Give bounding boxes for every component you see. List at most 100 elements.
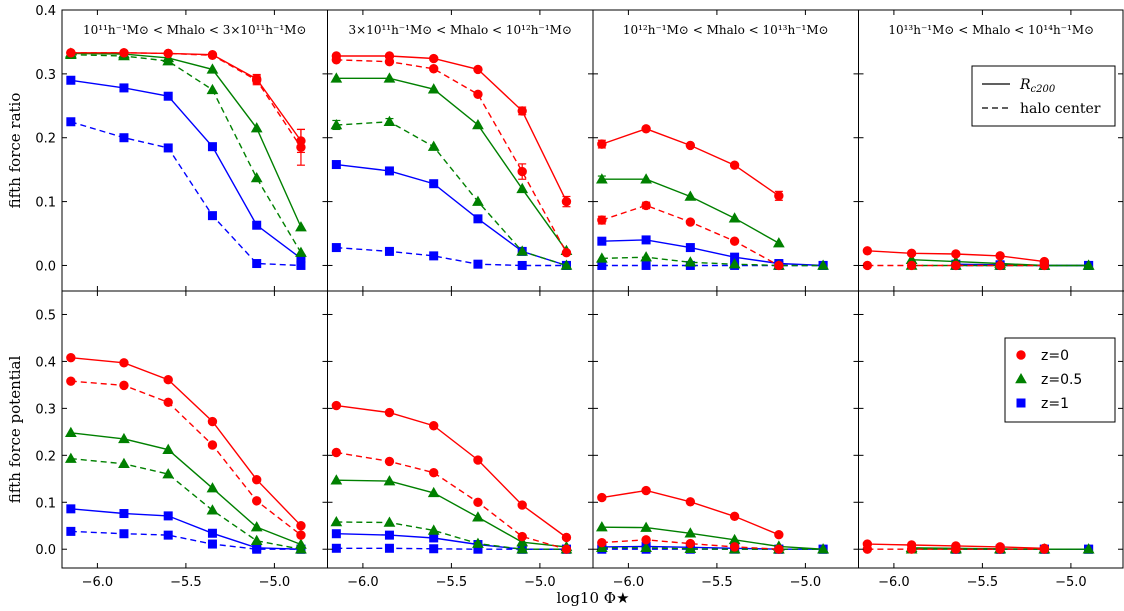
series-z0-solid [66,48,306,154]
legend-marker-label: z=1 [1041,396,1069,412]
data-point [595,252,608,263]
series-z1-dashed [66,117,306,270]
data-point [331,243,341,253]
data-point [383,516,396,527]
data-point [296,530,306,540]
y-tick-label: 0.2 [35,132,56,147]
data-point [995,251,1005,261]
legend-layer: Rc200 halo center z=0 z=0.5 z=1 [971,65,1116,423]
legend-redshift: z=0 z=0.5 z=1 [1004,337,1116,423]
data-point [595,521,608,532]
data-point [995,544,1005,554]
data-point [384,530,394,540]
data-point [640,173,652,184]
panel-0-0 [64,47,307,270]
data-point [331,529,341,539]
x-tick-label: −6.0 [347,575,379,590]
data-point [429,544,439,554]
data-point [207,440,218,450]
data-point [118,457,130,469]
data-point [207,211,217,221]
data-point [1016,398,1026,408]
series-z05-solid [595,173,785,248]
data-point [516,182,529,194]
series-z05-solid [64,426,307,549]
series-z0-dashed [331,447,572,554]
series-z0-solid [331,51,572,208]
panels-layer [64,47,1095,554]
panel-title: 10¹¹h⁻¹M⊙ < Mhalo < 3×10¹¹h⁻¹M⊙ [83,23,307,37]
panel-0-3 [862,246,1095,271]
y-tick-label: 0.4 [35,355,56,370]
legend-line-label: Rc200 [1019,77,1056,95]
series-z05-solid [64,47,307,232]
data-point [1015,372,1027,384]
series-z0-dashed [862,544,1050,554]
data-point [516,245,529,256]
series-line [601,239,824,267]
data-point [516,543,529,554]
panel-title: 10¹²h⁻¹M⊙ < Mhalo < 10¹³h⁻¹M⊙ [623,23,829,37]
data-point [817,543,829,554]
series-line [70,508,302,550]
data-point [641,124,651,134]
data-point [119,133,129,143]
data-point [207,142,217,152]
series-z0-dashed [597,200,784,271]
data-point [206,504,219,515]
data-point [207,416,218,427]
x-tick-label: −6.0 [613,575,645,590]
data-point [951,249,961,259]
data-point [295,543,307,554]
data-point [728,258,741,269]
data-point [772,237,785,248]
series-z1-solid [66,75,306,263]
series-z05-dashed [64,48,307,257]
series-z0-solid [66,352,306,531]
data-point [561,544,572,554]
series-line [70,79,302,259]
data-point [862,246,873,256]
data-point [429,467,439,478]
data-point [384,166,394,176]
data-point [597,537,607,548]
data-point [684,527,697,538]
data-point [429,64,439,74]
data-point [330,118,343,130]
data-point [162,468,175,479]
data-point [774,544,784,554]
data-point [66,526,76,536]
data-point [1082,543,1095,554]
data-point [296,142,306,153]
data-point [561,247,572,258]
y-tick-label: 0.4 [35,4,56,19]
data-point [252,259,262,269]
data-point [597,492,607,503]
data-point [331,400,342,411]
frame-layer [61,9,1124,569]
series-line [336,121,567,267]
panel-1-3 [862,539,1095,554]
data-point [296,521,306,531]
y-tick-label: 0.1 [35,496,56,511]
data-point [207,50,218,61]
data-point [119,48,129,58]
series-z05-dashed [595,251,829,270]
data-point [517,166,527,177]
data-point [595,173,608,184]
panel-1-0 [64,352,307,554]
data-point [163,530,173,540]
series-line [70,52,302,142]
y-tick-label: 0.0 [35,543,56,558]
y-tick-label: 0.1 [35,196,56,211]
series-z0-solid [597,485,784,540]
series-z05-dashed [330,115,573,270]
data-point [1039,260,1050,271]
data-point [685,140,696,151]
data-point [429,533,439,543]
data-point [163,397,173,407]
data-point [119,358,129,368]
series-line [70,121,302,267]
data-point [561,532,572,543]
panel-1-2 [595,485,829,554]
